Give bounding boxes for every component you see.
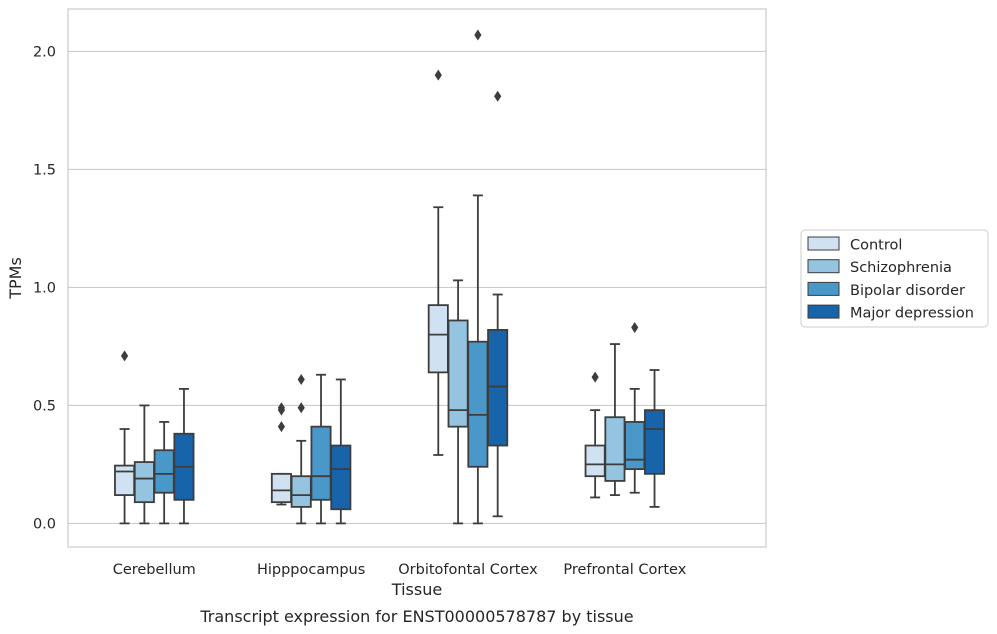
outlier-point [297,373,305,385]
box-group [133,404,155,525]
box-group [114,350,136,525]
outlier-point [277,402,286,414]
box-group [584,371,606,499]
box-group [487,90,509,518]
legend-label: Schizophrenia [850,260,952,276]
box [644,409,666,475]
box-group [153,421,175,525]
box [330,444,352,511]
box-group [310,373,332,525]
outlier-point [277,421,286,433]
y-tick-label: 0.0 [33,516,56,532]
box [290,475,312,508]
box-group [427,69,449,456]
box [624,421,646,471]
box [133,461,155,504]
x-tick-label: Prefrontal Cortex [563,562,686,578]
legend-swatch [807,281,840,296]
outlier-point [434,69,442,81]
y-tick-label: 1.5 [33,162,56,178]
x-tick-label: Orbitofontal Cortex [398,562,538,578]
y-tick-label: 1.0 [33,280,56,296]
y-axis-ticks: 0.0 0.5 1.0 1.5 2.0 [33,44,56,532]
plot-frame [67,8,767,548]
box-group [447,279,469,525]
legend: Control Schizophrenia Bipolar disorder Majo… [800,229,989,328]
box [427,304,449,374]
box [467,340,489,468]
legend-swatch [807,236,840,251]
box [604,416,626,482]
legend-swatch [807,259,840,274]
box-group [330,378,352,525]
box-group [467,29,489,525]
box [153,449,175,494]
x-tick-label: Cerebellum [113,562,196,578]
box [270,472,292,504]
y-tick-label: 2.0 [33,44,56,60]
x-axis-ticks: Cerebellum Hipppocampus Orbitofontal Corte… [113,562,687,578]
legend-label: Bipolar disorder [850,283,965,299]
y-axis-label: TPMs [6,257,25,300]
box [310,425,332,501]
outlier-point [120,350,129,362]
chart-caption: Transcript expression for ENST0000057878… [199,607,633,626]
x-tick-label: Hipppocampus [257,562,365,578]
legend-swatch [807,304,840,319]
legend-label: Control [850,238,902,254]
box-group [173,388,195,525]
outlier-point [631,322,639,334]
legend-frame [800,229,989,328]
box [584,444,606,478]
x-axis-label: Tissue [391,580,442,599]
outlier-point [474,29,482,41]
box-group [644,369,666,508]
outlier-point [297,402,305,414]
y-tick-label: 0.5 [33,398,56,414]
box-groups [114,29,666,525]
legend-label: Major depression [850,306,974,322]
outlier-point [591,371,599,383]
box [114,464,136,496]
outlier-point [494,90,502,102]
box [487,329,509,447]
